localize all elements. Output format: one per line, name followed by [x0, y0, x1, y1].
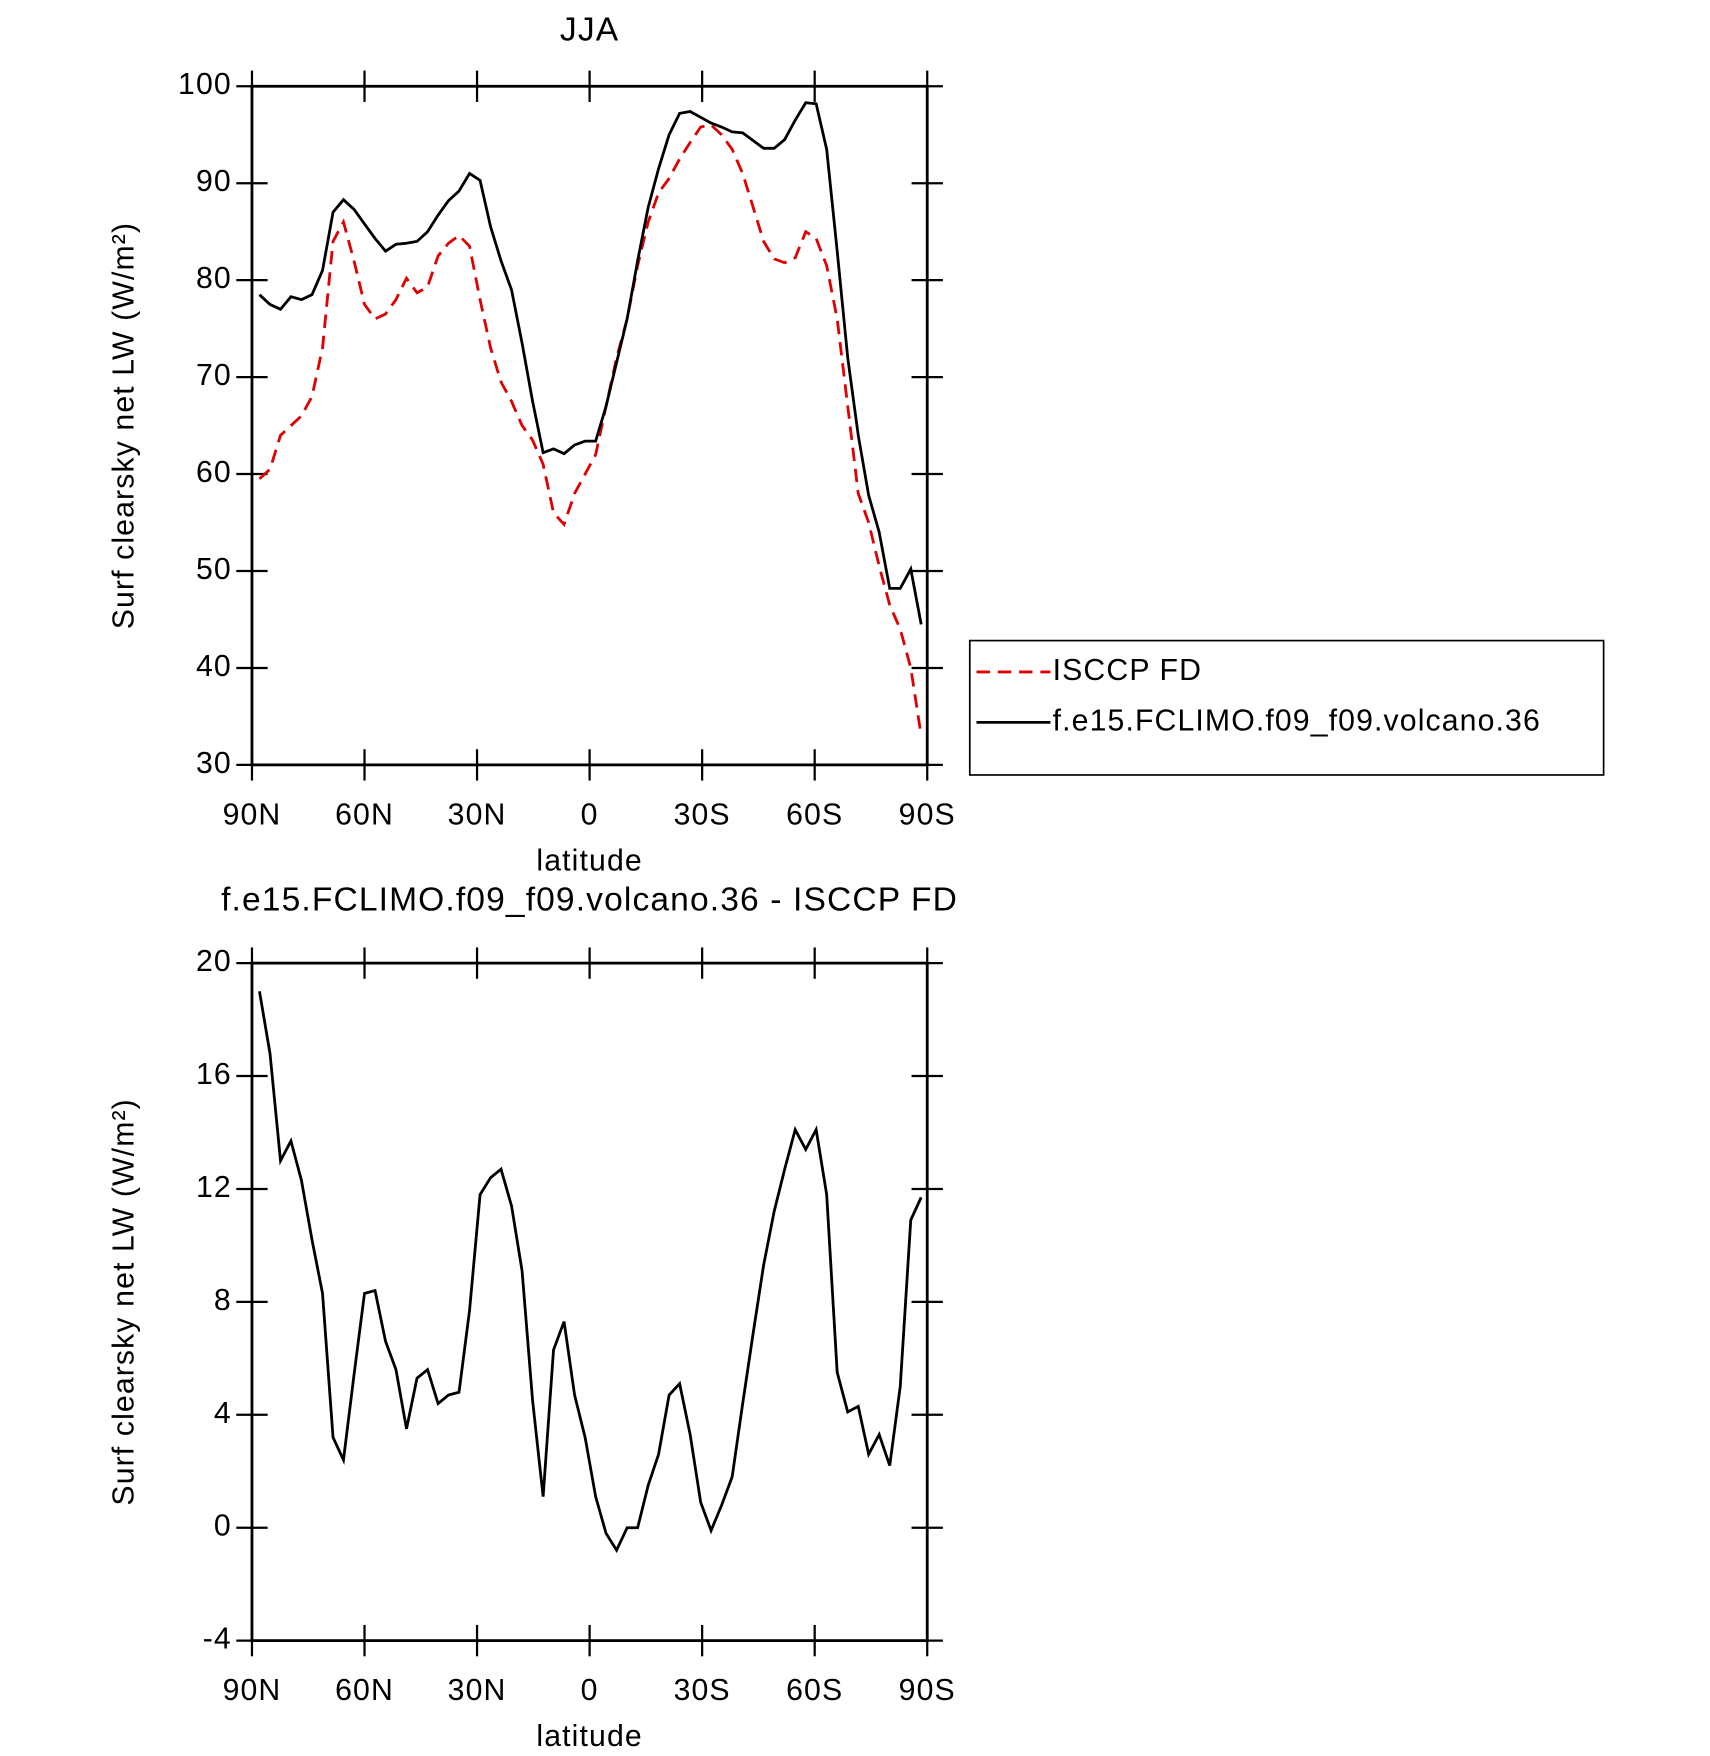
y-tick-label: 16	[196, 1058, 232, 1091]
y-tick-label: 4	[214, 1397, 232, 1430]
y-tick-label: 100	[178, 68, 232, 101]
x-axis-label: latitude	[536, 1720, 642, 1753]
x-tick-label: 90N	[223, 798, 282, 831]
x-tick-label: 30N	[448, 1674, 507, 1707]
plot-frame	[250, 961, 929, 1643]
y-tick-label: 40	[196, 650, 232, 683]
data-line	[258, 101, 923, 625]
y-tick-label: 20	[196, 945, 232, 978]
y-tick-label: 60	[196, 456, 232, 489]
x-tick-label: 60N	[335, 1674, 394, 1707]
x-tick-label: 60S	[786, 798, 843, 831]
x-tick-label: 90S	[899, 798, 956, 831]
y-tick-label: 80	[196, 262, 232, 295]
y-tick-label: 12	[196, 1171, 232, 1204]
legend-box	[968, 639, 1605, 776]
plot-frame	[250, 84, 929, 767]
data-line	[258, 123, 923, 736]
x-tick-label: 30N	[448, 798, 507, 831]
y-tick-label: 50	[196, 553, 232, 586]
x-tick-label: 30S	[674, 1674, 731, 1707]
y-tick-label: 90	[196, 165, 232, 198]
y-tick-label: 0	[214, 1510, 232, 1543]
chart-title: f.e15.FCLIMO.f09_f09.volcano.36 - ISCCP …	[221, 881, 958, 918]
y-tick-label: 70	[196, 359, 232, 392]
x-tick-label: 30S	[674, 798, 731, 831]
x-tick-label: 90N	[223, 1674, 282, 1707]
y-axis-label: Surf clearsky net LW (W/m²)	[107, 222, 140, 629]
x-tick-label: 90S	[899, 1674, 956, 1707]
x-tick-label: 60S	[786, 1674, 843, 1707]
y-tick-label: -4	[203, 1623, 232, 1656]
x-tick-label: 0	[581, 798, 599, 831]
x-tick-label: 0	[581, 1674, 599, 1707]
x-axis-label: latitude	[536, 844, 642, 877]
y-tick-label: 8	[214, 1284, 232, 1317]
legend-label: f.e15.FCLIMO.f09_f09.volcano.36	[1053, 704, 1541, 737]
chart-title: JJA	[560, 11, 619, 48]
data-line	[258, 991, 923, 1554]
y-tick-label: 30	[196, 747, 232, 780]
y-axis-label: Surf clearsky net LW (W/m²)	[107, 1098, 140, 1505]
x-tick-label: 60N	[335, 798, 394, 831]
legend-label: ISCCP FD	[1053, 654, 1202, 687]
